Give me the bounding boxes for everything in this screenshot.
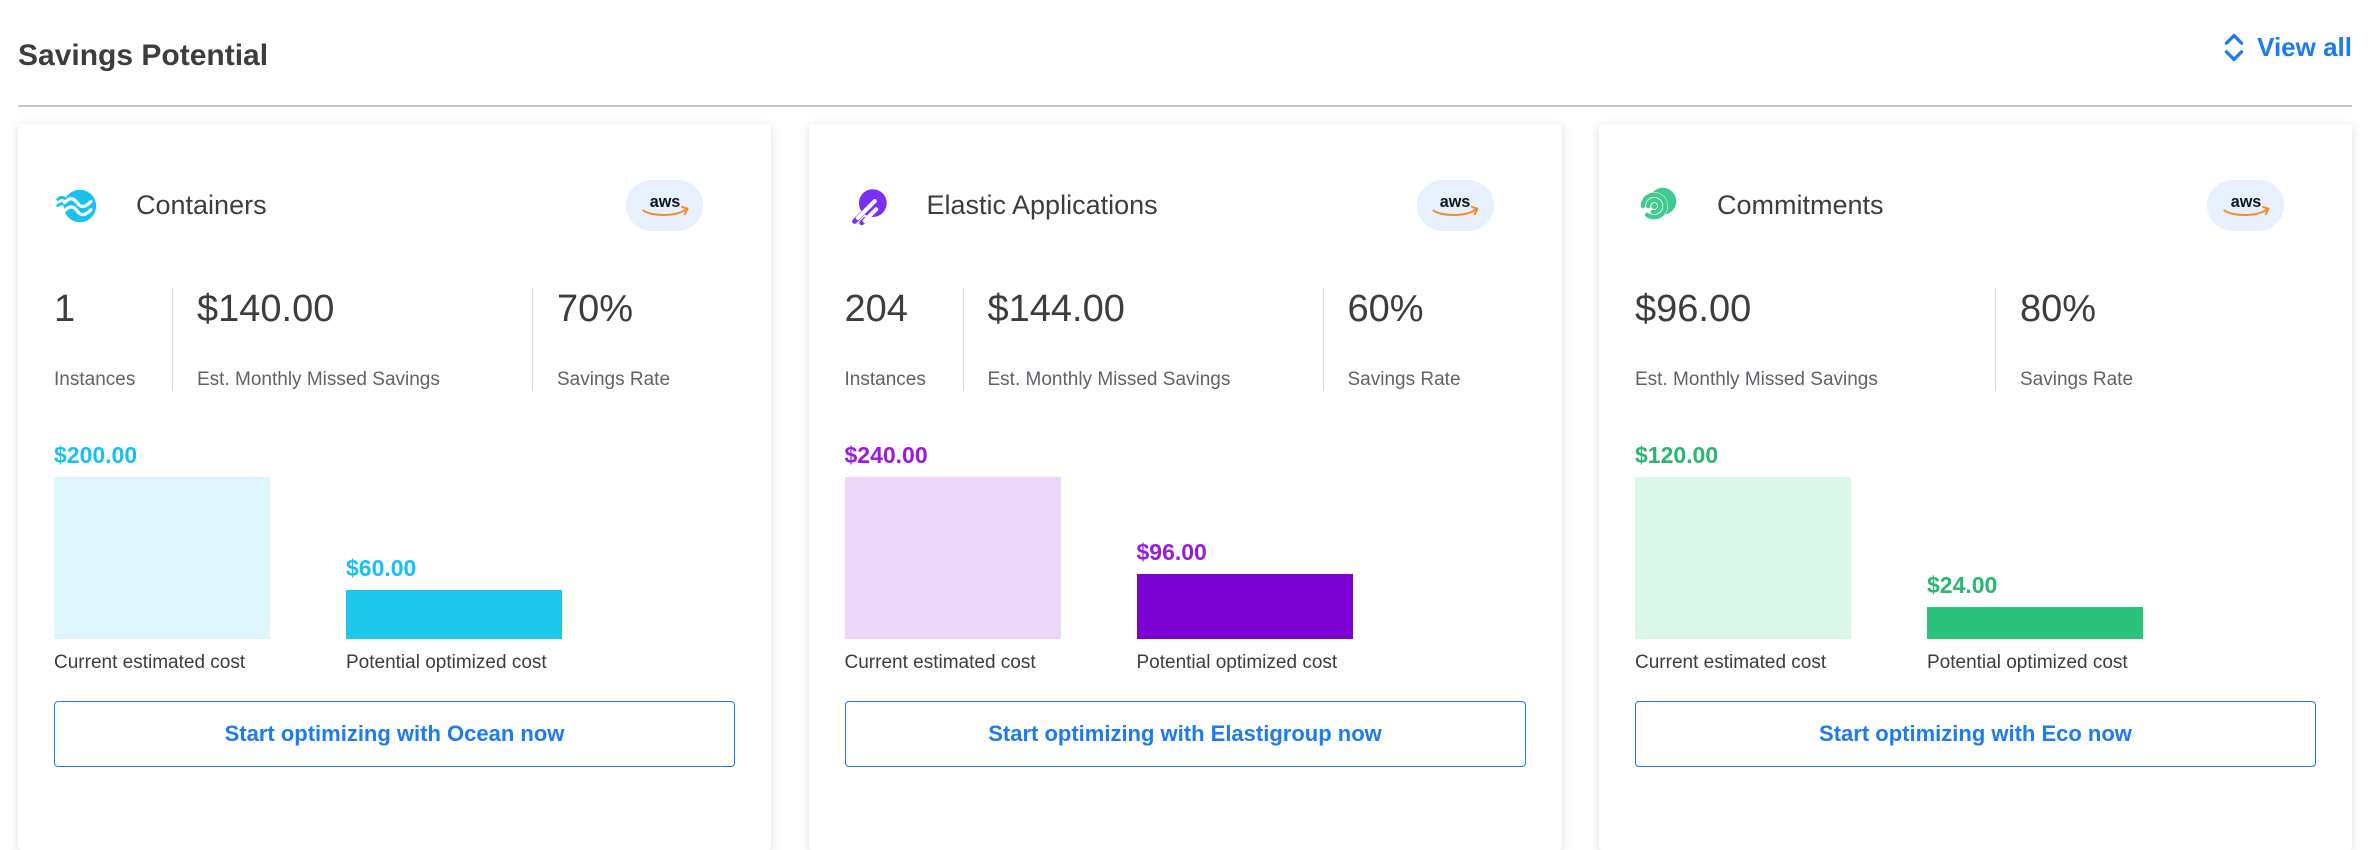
svg-text:aws: aws xyxy=(1440,192,1471,210)
svg-text:aws: aws xyxy=(649,192,680,210)
svg-text:aws: aws xyxy=(2230,192,2261,210)
